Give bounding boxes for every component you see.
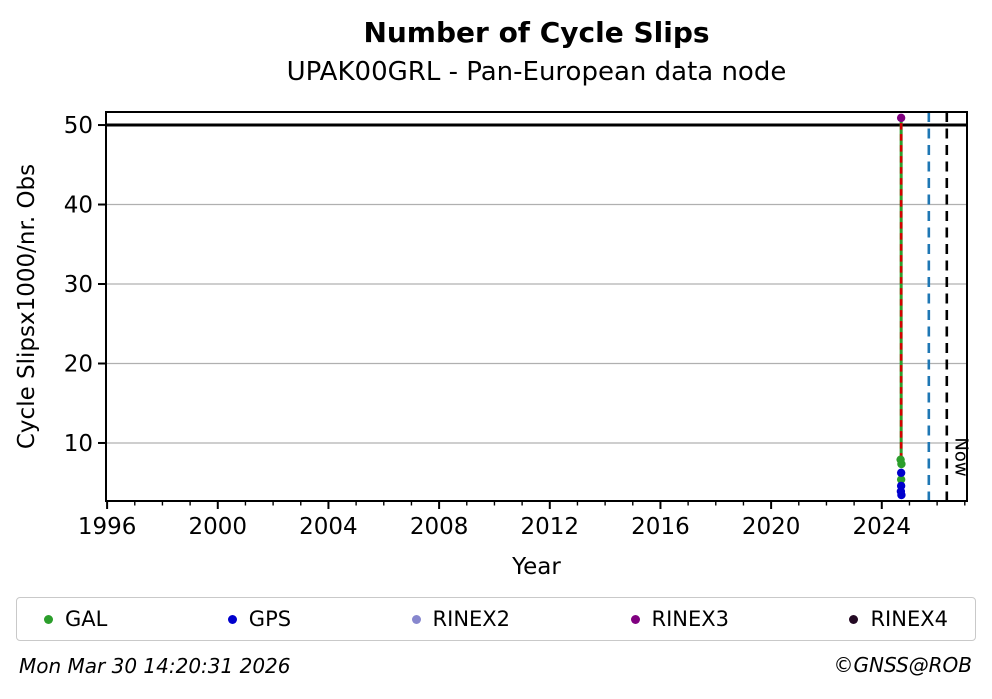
point-rinex3 <box>896 113 906 123</box>
point-gps <box>897 490 906 500</box>
x-tick-label: 2020 <box>742 514 801 540</box>
y-tick-label: 30 <box>64 272 93 298</box>
rinex3-marker-icon <box>630 614 640 624</box>
legend-item-gal: GAL <box>44 607 107 631</box>
copyright-label: ©GNSS@ROB <box>833 653 973 677</box>
rinex4-marker-icon <box>849 614 859 624</box>
x-tick-label: 2000 <box>189 514 248 540</box>
point-gps <box>896 468 906 477</box>
y-tick-label: 20 <box>64 351 93 377</box>
chart-plot-area: Now 1996 2000 2004 2008 2012 2016 2020 2024 10 20 3… <box>14 111 971 580</box>
point-gal <box>896 475 906 484</box>
x-tick-label: 2016 <box>631 514 690 540</box>
x-tick-label: 1996 <box>78 514 137 540</box>
legend-item-rinex2: RINEX2 <box>411 607 511 631</box>
legend-label-rinex2: RINEX2 <box>432 607 511 631</box>
x-tick-label: 2008 <box>410 514 469 540</box>
now-label: Now <box>950 437 971 476</box>
legend-item-rinex3: RINEX3 <box>630 607 730 631</box>
x-tick-label: 2004 <box>299 514 358 540</box>
chart-title: Number of Cycle Slips <box>363 16 710 49</box>
y-axis-label: Cycle Slipsx1000/nr. Obs <box>14 164 40 449</box>
legend-label-gal: GAL <box>65 607 108 631</box>
gal-marker-icon <box>44 614 53 624</box>
x-axis-label: Year <box>511 554 561 580</box>
legend-label-rinex4: RINEX4 <box>870 607 948 631</box>
legend-item-rinex4: RINEX4 <box>849 607 948 631</box>
legend-label-rinex3: RINEX3 <box>651 607 730 631</box>
chart-subtitle: UPAK00GRL - Pan-European data node <box>286 57 787 87</box>
rinex2-marker-icon <box>411 614 421 624</box>
y-tick-label: 50 <box>64 113 93 139</box>
timestamp-label: Mon Mar 30 14:20:31 2026 <box>19 654 291 678</box>
legend-item-gps: GPS <box>227 607 292 631</box>
gps-marker-icon <box>227 614 237 624</box>
point-gal <box>897 459 906 469</box>
y-tick-label: 40 <box>64 193 93 219</box>
chart-legend: GAL GPS RINEX2 RINEX3 RINEX4 <box>16 597 976 641</box>
y-tick-label: 10 <box>64 431 93 457</box>
x-tick-label: 2024 <box>853 514 912 540</box>
x-tick-label: 2012 <box>521 514 580 540</box>
legend-label-gps: GPS <box>248 607 292 631</box>
axes-frame <box>105 111 968 502</box>
